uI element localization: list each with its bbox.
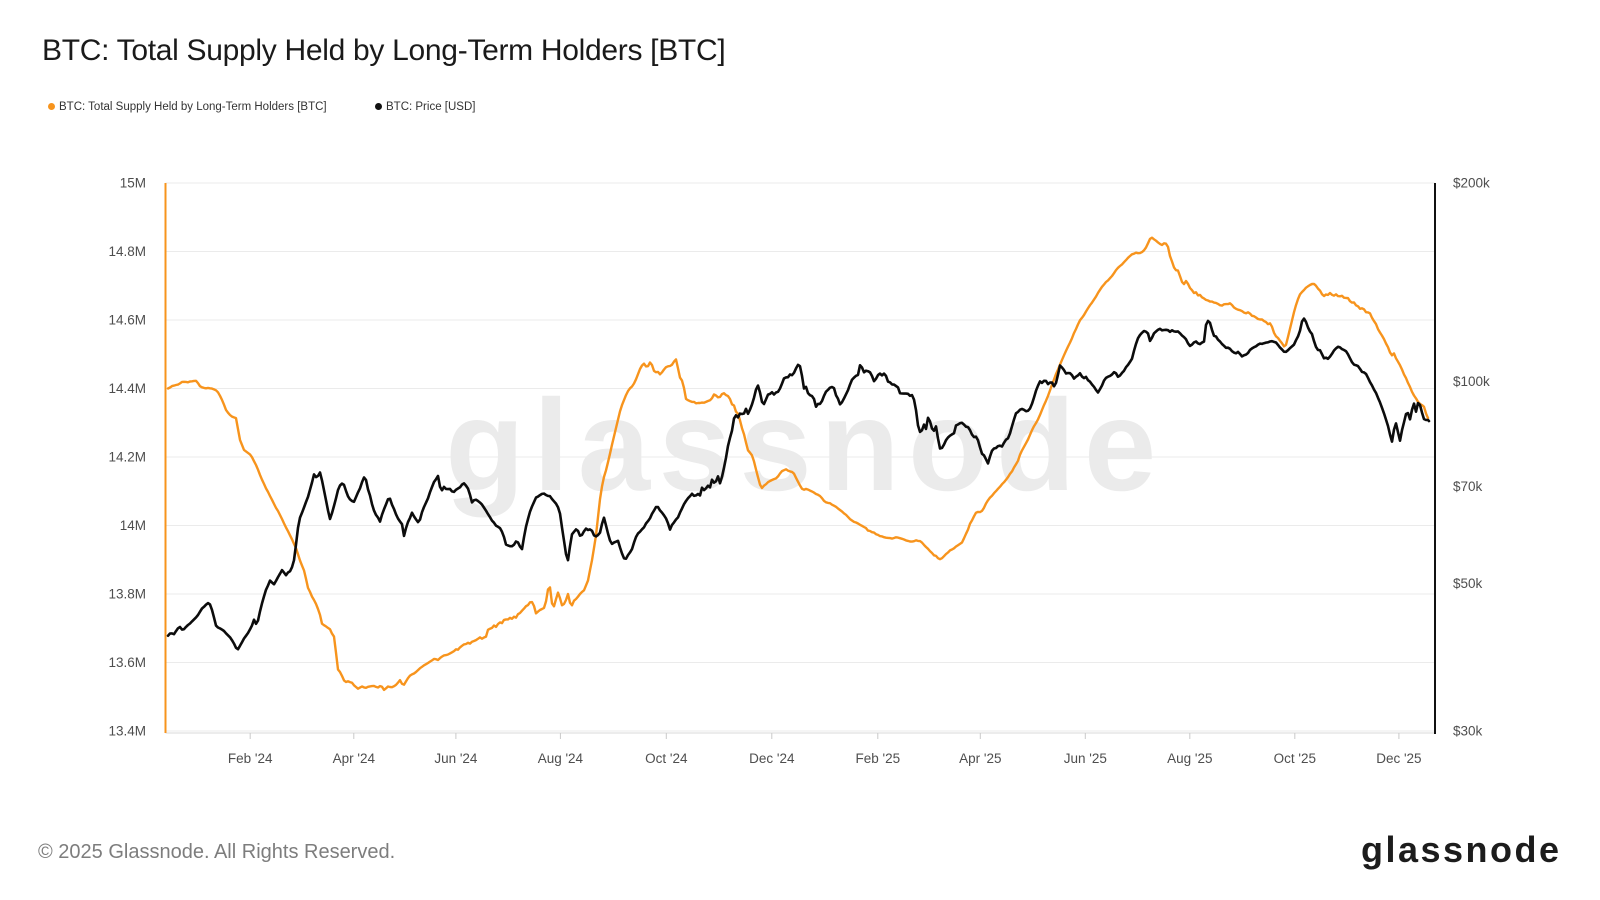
svg-text:glassnode: glassnode	[445, 372, 1164, 518]
svg-text:14.6M: 14.6M	[108, 313, 146, 328]
svg-text:Jun '25: Jun '25	[1064, 751, 1107, 766]
svg-text:Oct '25: Oct '25	[1274, 751, 1316, 766]
svg-text:13.8M: 13.8M	[108, 587, 146, 602]
svg-text:Jun '24: Jun '24	[434, 751, 478, 766]
svg-text:Aug '24: Aug '24	[538, 751, 584, 766]
svg-text:$30k: $30k	[1453, 724, 1483, 739]
svg-text:14.4M: 14.4M	[108, 381, 146, 396]
svg-text:13.4M: 13.4M	[108, 724, 146, 739]
svg-text:14.8M: 14.8M	[108, 244, 146, 259]
svg-text:14.2M: 14.2M	[108, 450, 146, 465]
svg-text:14M: 14M	[120, 518, 146, 533]
svg-text:Apr '24: Apr '24	[333, 751, 376, 766]
svg-text:$70k: $70k	[1453, 479, 1483, 494]
svg-text:Apr '25: Apr '25	[959, 751, 1001, 766]
svg-text:$100k: $100k	[1453, 374, 1490, 389]
svg-text:13.6M: 13.6M	[108, 655, 146, 670]
svg-text:Dec '25: Dec '25	[1376, 751, 1421, 766]
svg-text:Aug '25: Aug '25	[1167, 751, 1212, 766]
svg-text:15M: 15M	[120, 176, 146, 191]
svg-text:Feb '25: Feb '25	[855, 751, 900, 766]
svg-text:$50k: $50k	[1453, 576, 1483, 591]
svg-text:Dec '24: Dec '24	[749, 751, 795, 766]
svg-text:$200k: $200k	[1453, 176, 1490, 191]
svg-text:Feb '24: Feb '24	[228, 751, 273, 766]
svg-text:Oct '24: Oct '24	[645, 751, 688, 766]
